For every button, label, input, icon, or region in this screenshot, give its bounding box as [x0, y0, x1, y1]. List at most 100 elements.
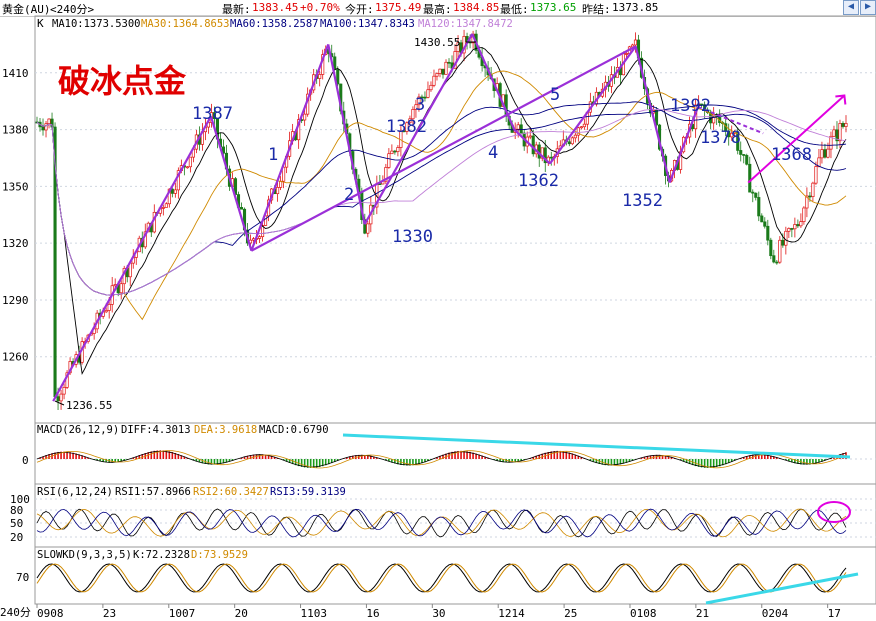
macd-zero-tick: 0 — [22, 454, 29, 467]
candle-body — [173, 189, 177, 194]
candle-body — [697, 103, 701, 106]
candle-body — [441, 68, 445, 75]
ma120-legend: MA120:1347.8472 — [418, 18, 513, 30]
rsi-label: RSI(6,12,24) — [37, 486, 113, 498]
x-tick-label: 20 — [235, 607, 248, 620]
candle-body — [751, 191, 755, 194]
kd-label: SLOWKD(9,3,3,5) — [37, 549, 132, 561]
rsi-tick-label: 80 — [10, 504, 23, 517]
candle-body — [519, 124, 523, 134]
candle-body — [402, 130, 406, 133]
rsi-line — [36, 508, 847, 538]
candle-body — [176, 170, 180, 191]
macd-value: MACD:0.6790 — [259, 424, 329, 436]
x-tick-label: 1007 — [169, 607, 196, 620]
candle-body — [736, 131, 740, 151]
y-tick-label: 1320 — [2, 237, 29, 250]
candle-body — [420, 96, 424, 99]
candle-body — [167, 188, 171, 205]
x-tick-label: 16 — [366, 607, 379, 620]
x-tick-label: 30 — [432, 607, 445, 620]
candle-body — [366, 223, 370, 234]
candle-body — [838, 123, 842, 142]
candle-body — [239, 207, 244, 210]
rsi1-value: RSI1:57.8966 — [115, 486, 191, 498]
candle-body — [56, 396, 60, 402]
candle-body — [757, 197, 761, 217]
k-label: K — [37, 17, 44, 30]
annotation-1330: 1330 — [392, 227, 433, 247]
candle-body — [829, 135, 833, 150]
annotation-1368: 1368 — [771, 145, 812, 165]
candle-body — [456, 42, 460, 52]
candle-body — [787, 228, 791, 232]
ma30-legend: MA30:1364.8653 — [141, 18, 230, 30]
candle-body — [624, 53, 629, 55]
candle-body — [573, 134, 577, 139]
macd-series — [35, 450, 876, 469]
x-tick-label: 0108 — [630, 607, 657, 620]
candle-body — [279, 180, 283, 188]
title-annotation: 破冰点金 — [58, 62, 187, 100]
candle-body — [453, 51, 457, 69]
high-label: 最高: — [423, 3, 452, 16]
annotation-wave-5: 5 — [550, 85, 560, 105]
macd-diff-line — [36, 450, 847, 468]
candle-body — [748, 163, 752, 193]
candle-body — [59, 393, 63, 402]
candle-body — [261, 225, 265, 238]
arrow-left-icon[interactable]: ◀ — [843, 0, 859, 15]
kd-d-value: D:73.9529 — [191, 549, 248, 561]
x-tick-label: 25 — [564, 607, 577, 620]
candle-body — [414, 104, 418, 110]
candle-body — [790, 228, 794, 230]
candle-body — [841, 123, 845, 127]
annotation-1362: 1362 — [518, 171, 559, 191]
x-tick-label: 1103 — [301, 607, 328, 620]
open-value: 1375.49 — [375, 1, 422, 14]
candle-body — [582, 123, 586, 128]
annotation-1352: 1352 — [622, 191, 663, 211]
candle-body — [540, 147, 544, 159]
candle-body — [47, 118, 51, 125]
candle-body — [745, 155, 749, 165]
candle-body — [811, 182, 815, 197]
annotation-high-1430: 1430.55 — [414, 36, 460, 49]
period-label: 240分 — [0, 606, 31, 619]
x-tick-label: 17 — [828, 607, 841, 620]
annotation-1382: 1382 — [386, 117, 427, 137]
instrument-name[interactable]: 黄金(AU) — [2, 3, 51, 16]
candle-body — [570, 137, 574, 145]
candle-body — [447, 61, 451, 64]
candle-body — [164, 203, 168, 208]
breakout-arrowhead — [835, 94, 847, 105]
open-label: 今开: — [345, 3, 374, 16]
candle-body — [730, 132, 734, 138]
y-tick-label: 1380 — [2, 124, 29, 137]
candle-body — [387, 153, 391, 168]
candle-body — [799, 221, 803, 227]
ma100-legend: MA100:1347.8343 — [320, 18, 415, 30]
kd-series: 70 — [16, 563, 847, 593]
candle-body — [796, 224, 800, 227]
wave-segment — [634, 46, 671, 183]
candle-body — [212, 112, 216, 120]
candle-body — [390, 150, 394, 155]
kd-panel-frame — [34, 546, 876, 605]
candle-body — [41, 126, 45, 131]
x-tick-label: 0908 — [37, 607, 64, 620]
candle-body — [778, 239, 782, 263]
macd-dea-line — [36, 450, 847, 469]
candle-body — [712, 114, 716, 124]
x-tick-label: 23 — [103, 607, 116, 620]
candle-body — [760, 215, 764, 223]
candle-body — [528, 135, 532, 138]
candle-body — [802, 207, 806, 222]
grid-lines — [35, 72, 876, 358]
rsi-line — [36, 508, 847, 538]
period-indicator[interactable]: <240分> — [50, 3, 95, 16]
candle-body — [384, 167, 388, 182]
candle-body — [432, 75, 436, 86]
